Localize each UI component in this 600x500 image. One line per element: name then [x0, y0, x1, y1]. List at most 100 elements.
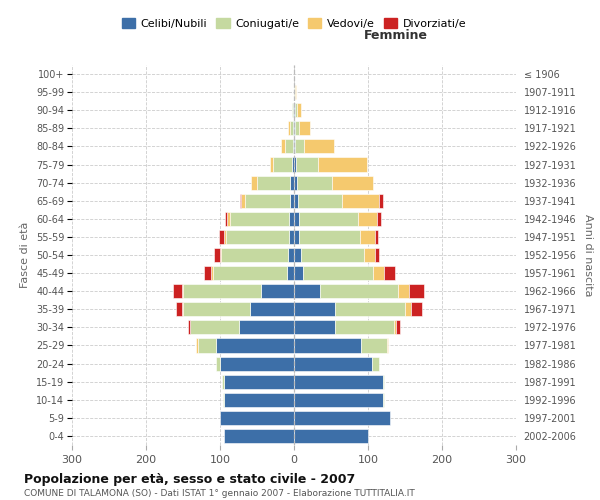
Bar [183, 302, 250, 316]
Bar [320, 284, 398, 298]
Bar [288, 122, 290, 136]
Bar [405, 302, 411, 316]
Bar [295, 122, 299, 136]
Bar [372, 356, 379, 370]
Bar [245, 194, 290, 208]
Bar [293, 122, 294, 136]
Bar [294, 320, 335, 334]
Bar [290, 176, 294, 190]
Bar [335, 302, 405, 316]
Bar [294, 338, 361, 352]
Bar [294, 248, 301, 262]
Bar [224, 429, 294, 443]
Bar [398, 284, 409, 298]
Bar [383, 374, 384, 388]
Bar [299, 122, 310, 136]
Bar [222, 374, 224, 388]
Bar [225, 212, 227, 226]
Bar [250, 302, 294, 316]
Bar [183, 284, 260, 298]
Bar [241, 194, 245, 208]
Bar [224, 392, 294, 407]
Bar [230, 212, 289, 226]
Bar [224, 230, 226, 244]
Bar [335, 320, 394, 334]
Bar [294, 140, 295, 153]
Text: Popolazione per età, sesso e stato civile - 2007: Popolazione per età, sesso e stato civil… [24, 472, 355, 486]
Bar [196, 338, 198, 352]
Bar [294, 429, 368, 443]
Bar [384, 266, 395, 280]
Bar [226, 230, 289, 244]
Bar [214, 248, 220, 262]
Bar [294, 85, 295, 99]
Bar [287, 266, 294, 280]
Bar [379, 194, 383, 208]
Bar [394, 320, 396, 334]
Bar [342, 194, 379, 208]
Bar [332, 176, 373, 190]
Bar [289, 230, 294, 244]
Bar [361, 338, 386, 352]
Bar [294, 392, 383, 407]
Bar [377, 212, 380, 226]
Bar [409, 284, 424, 298]
Bar [297, 103, 301, 118]
Bar [294, 194, 298, 208]
Bar [294, 158, 296, 172]
Bar [301, 248, 364, 262]
Bar [251, 176, 257, 190]
Bar [212, 266, 287, 280]
Bar [285, 140, 293, 153]
Bar [239, 320, 294, 334]
Bar [293, 103, 294, 118]
Bar [294, 302, 335, 316]
Bar [294, 374, 383, 388]
Bar [173, 284, 182, 298]
Bar [293, 140, 294, 153]
Bar [257, 176, 290, 190]
Bar [220, 356, 294, 370]
Bar [188, 320, 190, 334]
Bar [288, 248, 294, 262]
Bar [376, 248, 379, 262]
Bar [290, 194, 294, 208]
Bar [358, 212, 377, 226]
Bar [373, 266, 384, 280]
Bar [281, 140, 285, 153]
Bar [292, 158, 294, 172]
Bar [296, 158, 319, 172]
Bar [294, 230, 299, 244]
Legend: Celibi/Nubili, Coniugati/e, Vedovi/e, Divorziati/e: Celibi/Nubili, Coniugati/e, Vedovi/e, Di… [118, 14, 470, 33]
Bar [294, 284, 320, 298]
Bar [220, 248, 221, 262]
Bar [319, 158, 367, 172]
Bar [182, 302, 183, 316]
Bar [204, 266, 211, 280]
Bar [240, 194, 241, 208]
Bar [292, 103, 293, 118]
Bar [294, 266, 303, 280]
Bar [294, 411, 390, 425]
Bar [298, 194, 342, 208]
Bar [289, 212, 294, 226]
Bar [386, 338, 388, 352]
Bar [364, 248, 376, 262]
Bar [182, 284, 183, 298]
Bar [303, 266, 373, 280]
Bar [221, 248, 288, 262]
Bar [294, 103, 295, 118]
Bar [290, 122, 293, 136]
Bar [396, 320, 400, 334]
Bar [217, 356, 220, 370]
Bar [297, 176, 332, 190]
Bar [273, 158, 292, 172]
Bar [299, 212, 358, 226]
Bar [294, 212, 299, 226]
Bar [220, 411, 294, 425]
Text: Femmine: Femmine [364, 29, 428, 42]
Bar [176, 302, 182, 316]
Bar [216, 338, 294, 352]
Bar [295, 140, 304, 153]
Y-axis label: Anni di nascita: Anni di nascita [583, 214, 593, 296]
